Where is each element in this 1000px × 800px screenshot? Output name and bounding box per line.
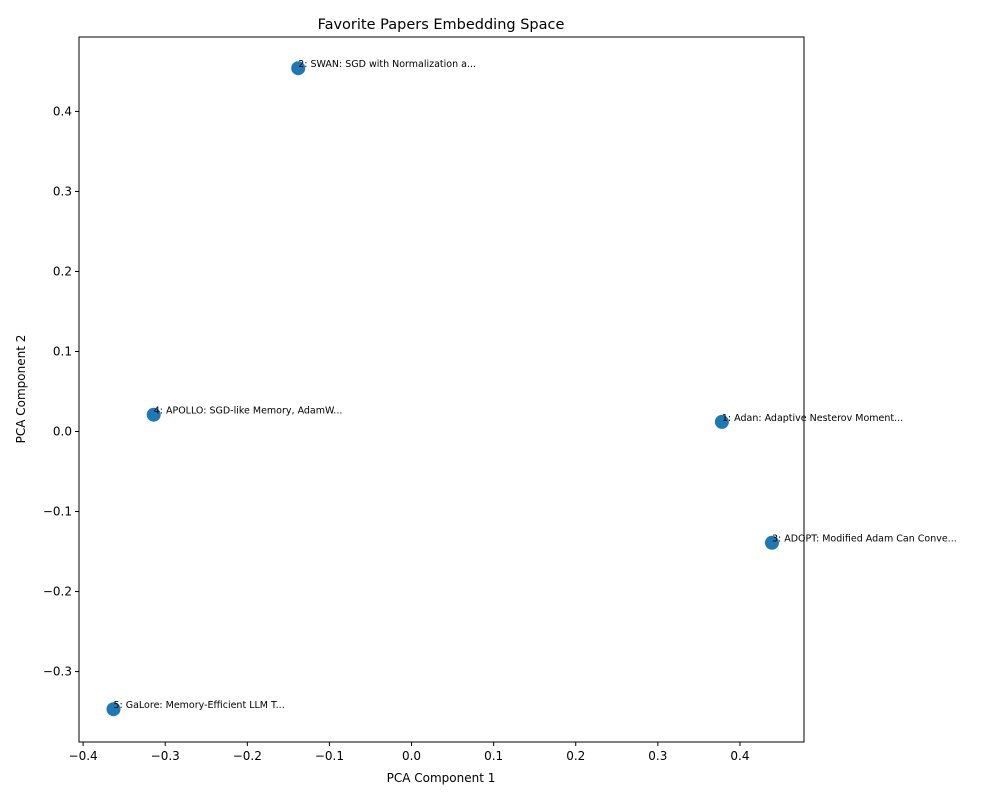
x-tick-label: −0.2 [233,749,262,763]
x-tick-label: 0.3 [648,749,667,763]
data-point-4 [146,407,161,422]
x-tick-label: 0.2 [566,749,585,763]
y-tick-label: −0.2 [43,585,72,599]
x-tick-label: 0.0 [402,749,421,763]
y-tick-label: 0.4 [53,104,72,118]
y-tick-label: 0.2 [53,264,72,278]
x-axis-label: PCA Component 1 [387,771,496,785]
plot-frame [78,36,805,743]
y-tick-label: 0.1 [53,344,72,358]
data-point-2 [291,61,306,76]
data-point-label-1: 1: Adan: Adaptive Nesterov Moment... [722,413,903,424]
data-point-label-2: 2: SWAN: SGD with Normalization a... [298,59,476,70]
data-point-3 [764,535,779,550]
chart-title: Favorite Papers Embedding Space [318,17,565,33]
x-tick-label: −0.3 [151,749,180,763]
x-tick-label: −0.1 [315,749,344,763]
y-tick-label: −0.3 [43,665,72,679]
data-point-5 [106,702,121,717]
x-tick-label: 0.4 [730,749,749,763]
data-point-1 [714,414,729,429]
y-tick-label: 0.3 [53,184,72,198]
y-tick-label: −0.1 [43,505,72,519]
data-point-label-5: 5: GaLore: Memory-Efficient LLM T... [113,700,284,711]
y-axis-label: PCA Component 2 [14,335,28,444]
y-tick-label: 0.0 [53,425,72,439]
data-point-label-3: 3: ADOPT: Modified Adam Can Conve... [772,534,957,545]
x-tick-label: −0.4 [69,749,98,763]
x-tick-label: 0.1 [484,749,503,763]
data-point-label-4: 4: APOLLO: SGD-like Memory, AdamW... [154,406,343,417]
